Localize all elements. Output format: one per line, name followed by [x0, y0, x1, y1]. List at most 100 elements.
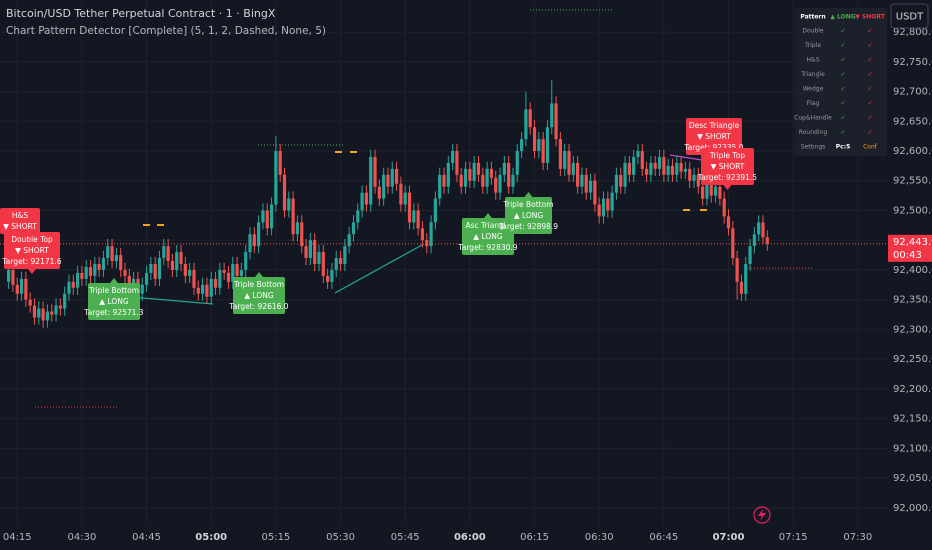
- signal-text: Double Top: [11, 235, 53, 244]
- candle-body: [213, 278, 218, 288]
- signal-text: Triple Top: [709, 151, 745, 160]
- candle-body: [269, 204, 274, 229]
- candle-body: [287, 198, 291, 211]
- candle-body: [623, 162, 627, 187]
- candle-body: [472, 162, 476, 181]
- candle-body: [7, 269, 11, 282]
- candle-body: [261, 210, 265, 223]
- candle-body: [334, 258, 338, 270]
- candle-body: [541, 139, 545, 163]
- y-tick-label: 92,050.0: [893, 473, 932, 484]
- candle-body: [295, 222, 300, 235]
- candle-body: [369, 156, 373, 205]
- candle-body: [257, 222, 261, 247]
- table-cell: Triple: [804, 42, 821, 49]
- stop-marks: [143, 151, 707, 226]
- x-tick-label: 04:15: [3, 532, 32, 543]
- x-tick-label: 06:30: [585, 532, 614, 543]
- table-cell: Wedge: [803, 86, 824, 93]
- y-tick-label: 92,650.0: [893, 116, 932, 127]
- lightning-glyph: [758, 509, 766, 521]
- indicator-title: Chart Pattern Detector [Complete] (5, 1,…: [6, 25, 326, 37]
- candle-body: [218, 269, 222, 288]
- candle-body: [149, 263, 153, 273]
- candle-body: [394, 168, 399, 184]
- currency[interactable]: USDT: [896, 12, 924, 23]
- signal-label: [4, 232, 60, 269]
- candle-body: [351, 222, 356, 235]
- table-cell: ✓: [867, 71, 872, 78]
- signal-label: [701, 148, 754, 185]
- candle-body: [606, 198, 610, 211]
- candle-body: [382, 174, 386, 199]
- y-tick-label: 92,100.0: [893, 443, 932, 454]
- candle-body: [722, 198, 726, 217]
- candle-body: [657, 156, 662, 169]
- candle-body: [507, 162, 511, 187]
- candle-body: [709, 180, 713, 196]
- signal-text: ▼ SHORT: [15, 246, 49, 255]
- signal-text: Target: 92171.6: [1, 257, 61, 266]
- candle-body: [50, 311, 54, 315]
- candle-body: [188, 269, 192, 276]
- y-tick-label: 92,000.0: [893, 503, 932, 514]
- candle-body: [67, 281, 71, 294]
- candle-body: [373, 156, 377, 187]
- currency-button[interactable]: [890, 3, 929, 29]
- candle-body: [127, 275, 131, 288]
- candle-body: [614, 174, 619, 193]
- table-cell: Conf: [863, 144, 878, 151]
- candle-body: [114, 255, 118, 262]
- y-tick-label: 92,750.0: [893, 57, 932, 68]
- candle-body: [425, 240, 429, 247]
- table-header: ▲ LONG: [830, 14, 855, 21]
- candle-body: [192, 269, 196, 288]
- table-cell: Settings: [801, 144, 826, 151]
- candle-body: [451, 151, 455, 163]
- y-tick-label: 92,150.0: [893, 414, 932, 425]
- candle-body: [226, 272, 231, 282]
- x-tick-label: 06:00: [454, 532, 486, 543]
- candle-body: [502, 162, 506, 175]
- x-tick-label: 07:15: [779, 532, 808, 543]
- signal-text: Target: 92616.0: [228, 302, 288, 311]
- candle-body: [524, 109, 528, 140]
- candle-body: [416, 210, 420, 229]
- candle-body: [528, 109, 532, 128]
- table-cell: ✓: [867, 115, 872, 122]
- candle-body: [231, 263, 235, 282]
- candle-body: [537, 139, 541, 152]
- candle-body: [183, 263, 187, 276]
- lightning-icon[interactable]: [753, 506, 771, 524]
- signal-pointer: [723, 185, 732, 190]
- x-tick-label: 07:30: [843, 532, 872, 543]
- candle-body: [317, 252, 321, 264]
- candle-body: [28, 299, 32, 306]
- table-cell: ✓: [867, 100, 872, 107]
- candle-body: [170, 261, 175, 270]
- candle-body: [420, 228, 425, 241]
- signal-text: ▲ LONG: [473, 232, 503, 241]
- candle-body: [675, 162, 679, 175]
- candle-body: [442, 174, 446, 187]
- table-cell: H&S: [807, 57, 820, 64]
- candle-body: [519, 139, 524, 152]
- table-cell: ✓: [840, 71, 845, 78]
- y-tick-label: 92,200.0: [893, 384, 932, 395]
- candle-body: [278, 151, 282, 175]
- table-cell: ✓: [867, 86, 872, 93]
- table-cell: ✓: [840, 86, 845, 93]
- signal-label: [462, 218, 514, 255]
- signal-pointer: [28, 269, 36, 274]
- table-cell: Rounding: [799, 129, 827, 136]
- candle-body: [576, 162, 580, 187]
- candle-body: [356, 210, 360, 223]
- candle-body: [291, 198, 295, 235]
- candle-body: [308, 240, 312, 259]
- candle-body: [468, 168, 472, 181]
- candle-body: [433, 198, 437, 223]
- candle-body: [157, 258, 162, 279]
- candle-body: [683, 168, 687, 172]
- candle-body: [429, 222, 433, 247]
